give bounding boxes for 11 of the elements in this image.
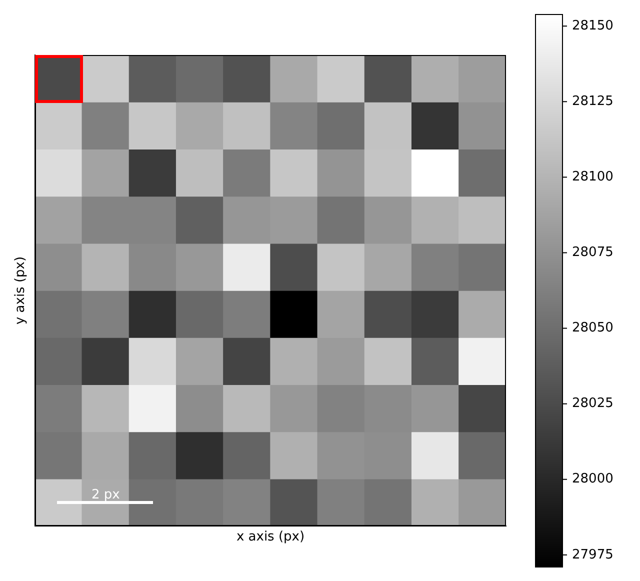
color-bar-label: 28050 bbox=[572, 320, 614, 336]
color-bar-label: 27975 bbox=[572, 547, 614, 562]
y-axis-title: y axis (px) bbox=[13, 256, 28, 325]
x-axis-title: x axis (px) bbox=[236, 530, 305, 545]
color-bar-label: 28000 bbox=[572, 472, 614, 487]
color-bar-label: 28075 bbox=[572, 245, 614, 260]
color-bar-label: 28125 bbox=[572, 94, 614, 110]
color-bar-label: 28100 bbox=[572, 170, 614, 185]
color-bar-label: 28025 bbox=[572, 396, 614, 412]
annotation: 2 px bbox=[91, 487, 120, 502]
color-bar-label: 28150 bbox=[572, 18, 614, 34]
